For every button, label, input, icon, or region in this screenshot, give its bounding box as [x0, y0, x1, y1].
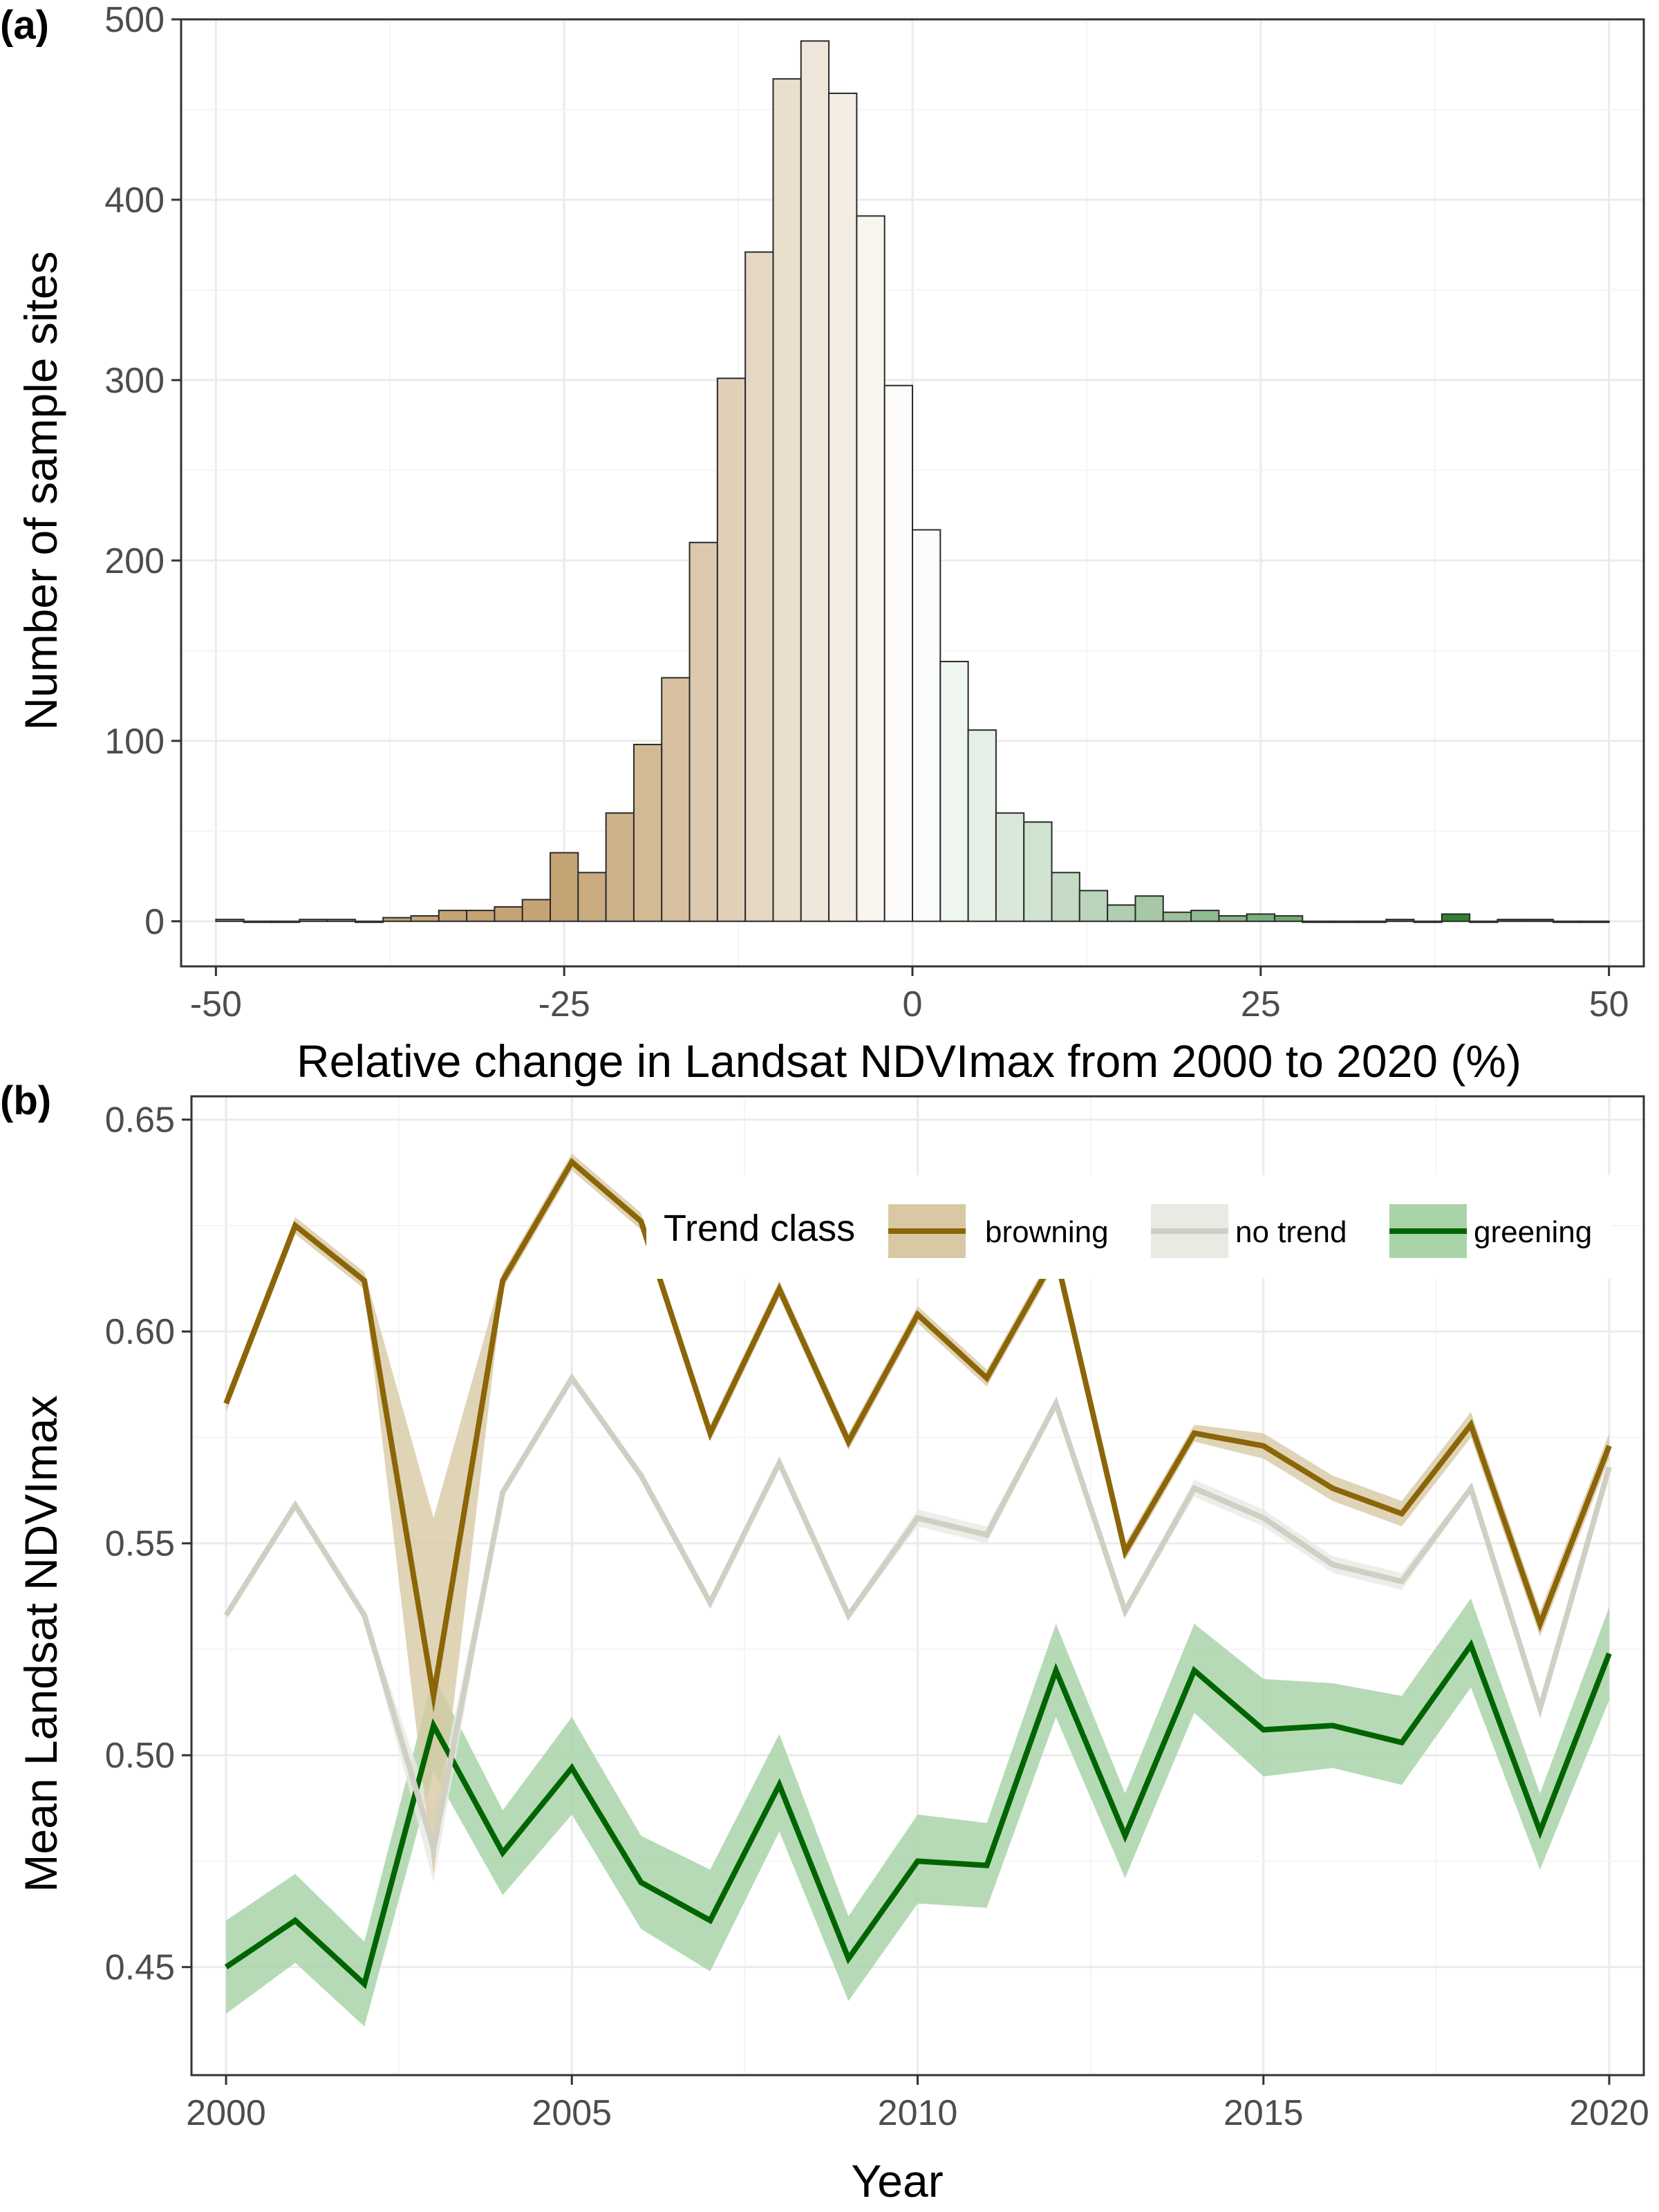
histogram-bar [1273, 915, 1304, 922]
histogram-bar [1107, 904, 1136, 922]
histogram-bar [772, 78, 802, 922]
legend-label-browning: browning [985, 1215, 1109, 1249]
histogram-bar [1441, 913, 1471, 922]
histogram-x-axis-title: Relative change in Landsat NDVImax from … [297, 1035, 1521, 1087]
histogram-bar [1218, 915, 1248, 922]
histogram-bar [1023, 821, 1053, 922]
histogram-bar [494, 906, 523, 922]
histogram-bar [577, 872, 607, 922]
histogram-y-tick-label: 500 [104, 0, 165, 40]
histogram-bar [856, 215, 885, 922]
histogram-bar [1134, 895, 1164, 922]
line-y-ticks: 0.45 0.50 0.55 0.60 0.65 [105, 1100, 191, 1988]
histogram-bars [215, 40, 1610, 924]
legend: Trend class browning no trend greening [646, 1175, 1611, 1279]
line-x-tick-label: 2010 [878, 2093, 958, 2133]
histogram-bar [1357, 920, 1387, 924]
histogram-bar [828, 92, 858, 922]
series-line-greening [224, 1639, 1612, 1989]
histogram-bar [1302, 920, 1331, 924]
histogram-x-tick-label: -25 [538, 984, 590, 1024]
histogram-y-ticks: 0 100 200 300 400 500 [104, 0, 181, 942]
legend-key-greening: greening [1389, 1204, 1592, 1258]
histogram-bar [883, 384, 913, 922]
line-panel: (b) 2000 2005 2010 2015 2020 0.45 0.50 0.55 0.6… [0, 1078, 1649, 2206]
line-x-axis-title: Year [851, 2155, 943, 2206]
histogram-bar [1329, 920, 1359, 924]
histogram-bar [1469, 920, 1499, 924]
confidence-band-greening [226, 1598, 1609, 2027]
histogram-bar [270, 920, 301, 924]
histogram-bar [605, 812, 635, 922]
panel-b-tag: (b) [0, 1078, 51, 1123]
confidence-bands [226, 1153, 1609, 2027]
histogram-y-tick-label: 300 [104, 361, 165, 401]
line-x-tick-label: 2005 [532, 2093, 612, 2133]
series-lines [223, 1157, 1612, 1989]
line-y-tick-label: 0.55 [105, 1524, 175, 1564]
histogram-bar [1413, 920, 1443, 924]
histogram-x-tick-label: 0 [903, 984, 923, 1024]
histogram-bar [1078, 890, 1109, 922]
histogram-bar [995, 812, 1025, 922]
histogram-bar [912, 529, 941, 922]
line-y-tick-label: 0.45 [105, 1948, 175, 1988]
histogram-bar [354, 920, 384, 924]
histogram-bar [1162, 911, 1192, 922]
histogram-bar [716, 377, 747, 922]
histogram-bar [632, 744, 663, 922]
legend-label-no-trend: no trend [1235, 1215, 1347, 1249]
histogram-x-ticks: -50 -25 0 25 50 [190, 966, 1629, 1024]
legend-key-no-trend: no trend [1151, 1204, 1347, 1258]
histogram-bar [967, 729, 997, 922]
line-x-ticks: 2000 2005 2010 2015 2020 [186, 2075, 1649, 2133]
histogram-bar [1385, 919, 1415, 922]
histogram-y-tick-label: 100 [104, 722, 165, 762]
histogram-bar [1497, 919, 1526, 922]
histogram-bar [410, 915, 440, 922]
histogram-bar [939, 660, 969, 922]
histogram-x-tick-label: 50 [1589, 984, 1629, 1024]
histogram-bar [299, 919, 328, 922]
histogram-panel: (a) -50 -25 0 25 50 0 100 200 300 400 500 Relativ… [0, 0, 1645, 1087]
line-y-tick-label: 0.60 [105, 1312, 175, 1352]
histogram-bar [438, 910, 468, 922]
histogram-bar [1246, 913, 1275, 922]
line-x-tick-label: 2000 [186, 2093, 266, 2133]
line-y-axis-title: Mean Landsat NDVImax [15, 1395, 66, 1892]
histogram-bar [688, 541, 718, 922]
histogram-bar [800, 40, 830, 922]
histogram-bar [1190, 910, 1220, 922]
line-y-tick-label: 0.50 [105, 1736, 175, 1776]
panel-a-tag: (a) [0, 3, 49, 48]
histogram-bar [243, 920, 272, 924]
series-line-no-trend [223, 1373, 1612, 1860]
histogram-bar [1553, 920, 1582, 924]
line-y-tick-label: 0.65 [105, 1100, 175, 1141]
histogram-bar [1051, 872, 1080, 922]
histogram-bar [661, 677, 691, 922]
legend-key-browning: browning [888, 1204, 1109, 1258]
line-x-tick-label: 2020 [1569, 2093, 1649, 2133]
histogram-y-tick-label: 200 [104, 541, 165, 581]
histogram-bar [466, 910, 496, 922]
histogram-bar [326, 919, 356, 922]
histogram-bar [744, 251, 774, 922]
histogram-bar [521, 899, 552, 922]
histogram-y-tick-label: 0 [144, 902, 165, 942]
line-x-tick-label: 2015 [1224, 2093, 1304, 2133]
histogram-y-axis-title: Number of sample sites [15, 251, 66, 730]
histogram-bar [215, 919, 245, 922]
histogram-y-tick-label: 400 [104, 180, 165, 221]
histogram-bar [1580, 920, 1610, 924]
legend-label-greening: greening [1474, 1215, 1592, 1249]
histogram-x-tick-label: -50 [190, 984, 242, 1024]
series-line-browning [223, 1157, 1612, 1713]
histogram-bar [1524, 919, 1555, 922]
histogram-bar [550, 852, 579, 922]
histogram-bar [382, 917, 412, 922]
legend-title: Trend class [664, 1208, 855, 1249]
histogram-x-tick-label: 25 [1241, 984, 1281, 1024]
